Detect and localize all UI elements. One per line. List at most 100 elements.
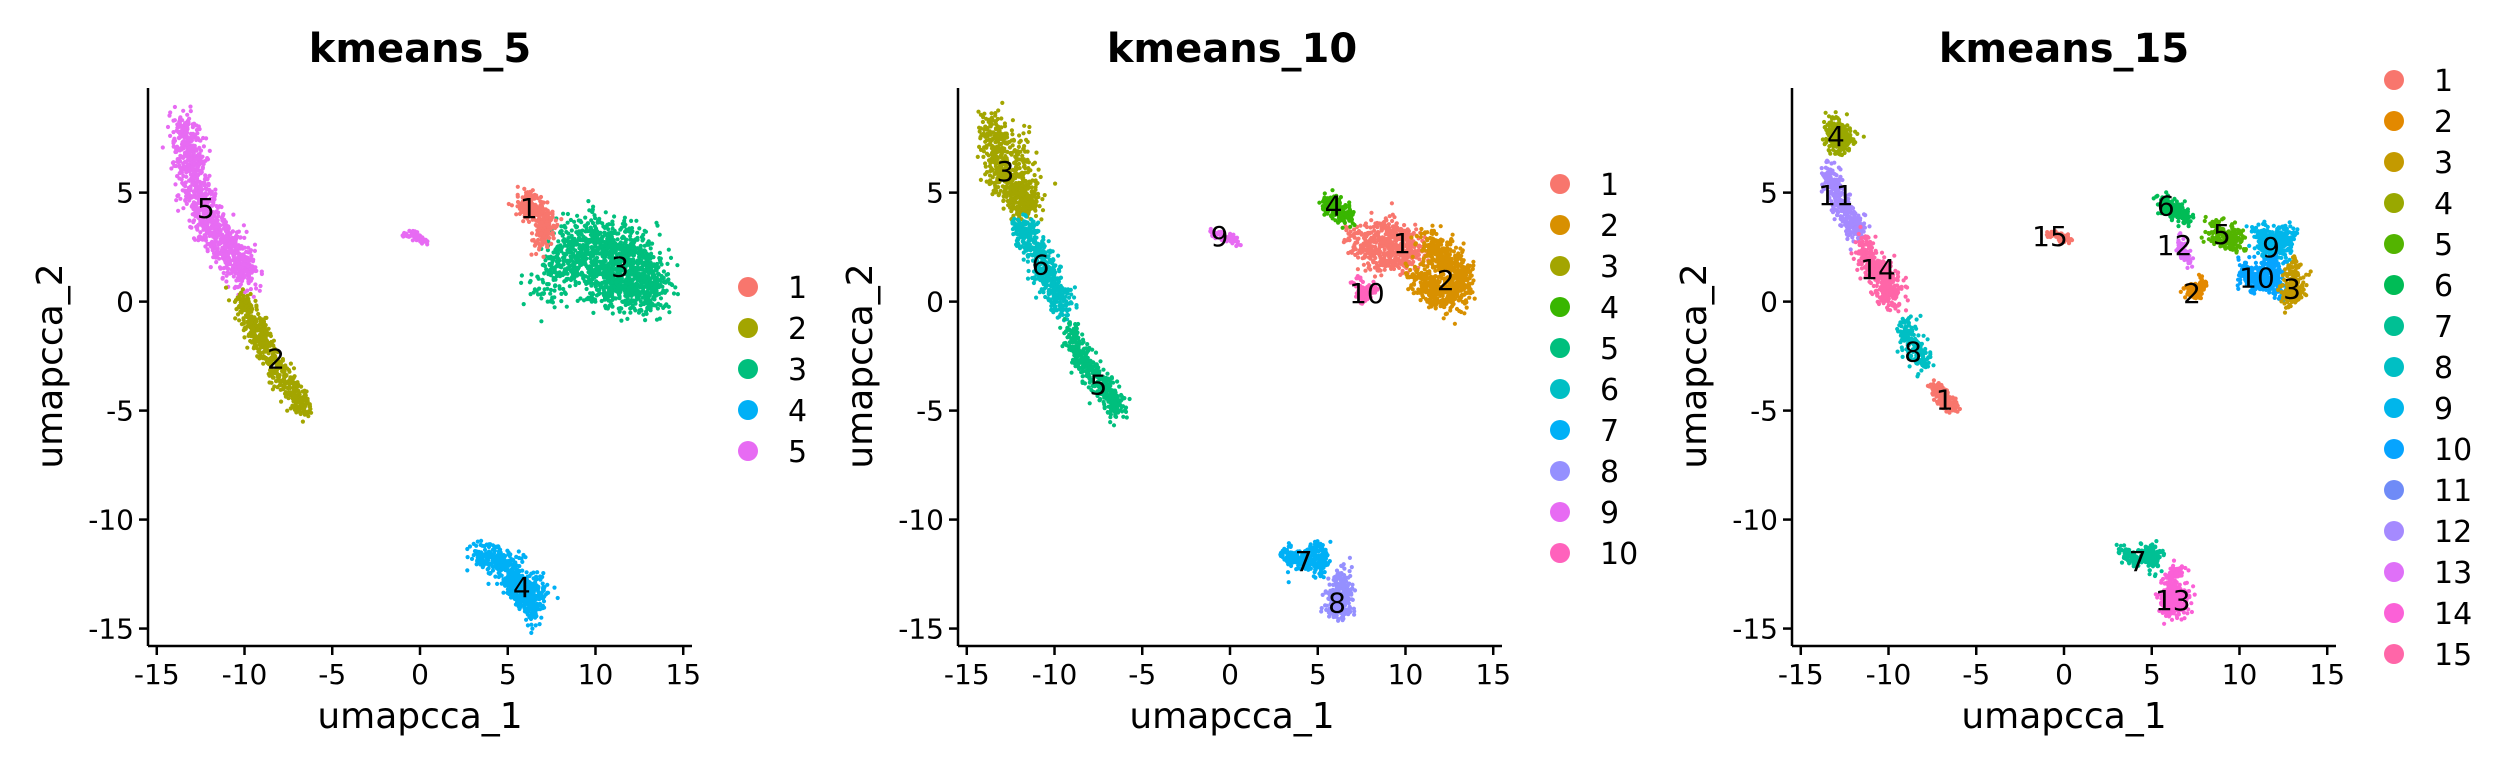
data-point (521, 552, 526, 558)
data-point (235, 234, 240, 239)
data-point (478, 550, 483, 555)
data-point (522, 186, 527, 191)
data-point (179, 147, 184, 152)
data-point (548, 254, 554, 259)
data-point (521, 302, 526, 307)
data-point (982, 111, 987, 116)
data-point (654, 288, 659, 294)
data-point (230, 263, 236, 268)
data-point (555, 595, 560, 601)
data-point (533, 611, 538, 617)
data-point (231, 274, 236, 279)
data-point (201, 144, 206, 149)
data-point (595, 233, 600, 238)
data-point (652, 297, 657, 302)
y-tick-label: -5 (106, 395, 134, 428)
data-point (540, 581, 545, 586)
data-point (638, 299, 643, 304)
data-point (591, 310, 596, 315)
data-point (606, 231, 611, 236)
data-point (1040, 208, 1046, 213)
data-point (994, 134, 999, 139)
data-point (289, 375, 294, 380)
data-point (257, 342, 262, 347)
data-point (261, 361, 266, 366)
data-point (565, 220, 570, 225)
data-point (168, 133, 173, 138)
data-point (584, 286, 589, 292)
data-point (221, 270, 226, 276)
data-point (993, 126, 999, 131)
data-point (1013, 184, 1019, 190)
data-point (999, 116, 1004, 121)
data-point (573, 223, 578, 228)
data-point (578, 244, 583, 249)
data-point (1040, 197, 1045, 202)
data-point (506, 571, 511, 577)
data-point (188, 109, 193, 114)
data-point (547, 231, 553, 236)
data-point (996, 130, 1001, 136)
data-point (981, 149, 987, 154)
data-point (556, 239, 561, 244)
data-point (643, 260, 648, 265)
data-point (177, 136, 182, 141)
data-point (287, 382, 292, 387)
x-tick-label: 15 (665, 658, 701, 691)
data-point (507, 553, 512, 559)
data-point (223, 285, 229, 290)
data-point (643, 309, 649, 314)
data-point (1033, 187, 1038, 192)
data-point (592, 224, 598, 229)
data-point (178, 196, 183, 201)
data-point (630, 257, 635, 262)
data-point (639, 283, 645, 288)
data-point (181, 161, 186, 166)
data-point (600, 248, 605, 253)
data-point (174, 198, 179, 203)
data-point (519, 280, 524, 285)
data-point (630, 244, 635, 249)
data-point (623, 229, 628, 234)
data-point (1023, 149, 1028, 154)
data-point (1001, 198, 1006, 204)
data-point (533, 623, 538, 628)
legend-label: 5 (788, 435, 807, 470)
data-point (595, 266, 601, 271)
data-point (203, 238, 209, 243)
data-point (184, 122, 189, 127)
data-point (1007, 190, 1013, 195)
data-point (235, 285, 240, 290)
data-point (535, 292, 541, 297)
data-point (1025, 259, 1030, 264)
data-point (499, 581, 504, 586)
data-point (542, 605, 547, 610)
data-point (1003, 131, 1008, 136)
data-point (197, 145, 202, 150)
data-point (205, 249, 210, 254)
data-point (656, 265, 661, 270)
data-point (541, 571, 546, 576)
data-point (539, 204, 545, 209)
data-point (1023, 178, 1028, 184)
data-point (1014, 162, 1019, 168)
data-point (546, 282, 551, 287)
data-point (995, 144, 1000, 149)
data-point (552, 288, 557, 293)
data-point (522, 606, 527, 611)
data-point (176, 129, 181, 135)
data-point (589, 250, 594, 255)
data-point (242, 245, 247, 250)
data-point (282, 378, 287, 383)
data-point (564, 304, 569, 309)
data-point (573, 282, 578, 288)
data-point (540, 586, 546, 591)
data-point (979, 132, 984, 137)
data-point (308, 406, 313, 412)
data-point (240, 278, 245, 284)
data-point (1005, 149, 1010, 154)
data-point (657, 258, 663, 263)
data-point (1020, 153, 1025, 158)
data-point (675, 263, 680, 268)
x-tick-label: -15 (134, 658, 180, 691)
